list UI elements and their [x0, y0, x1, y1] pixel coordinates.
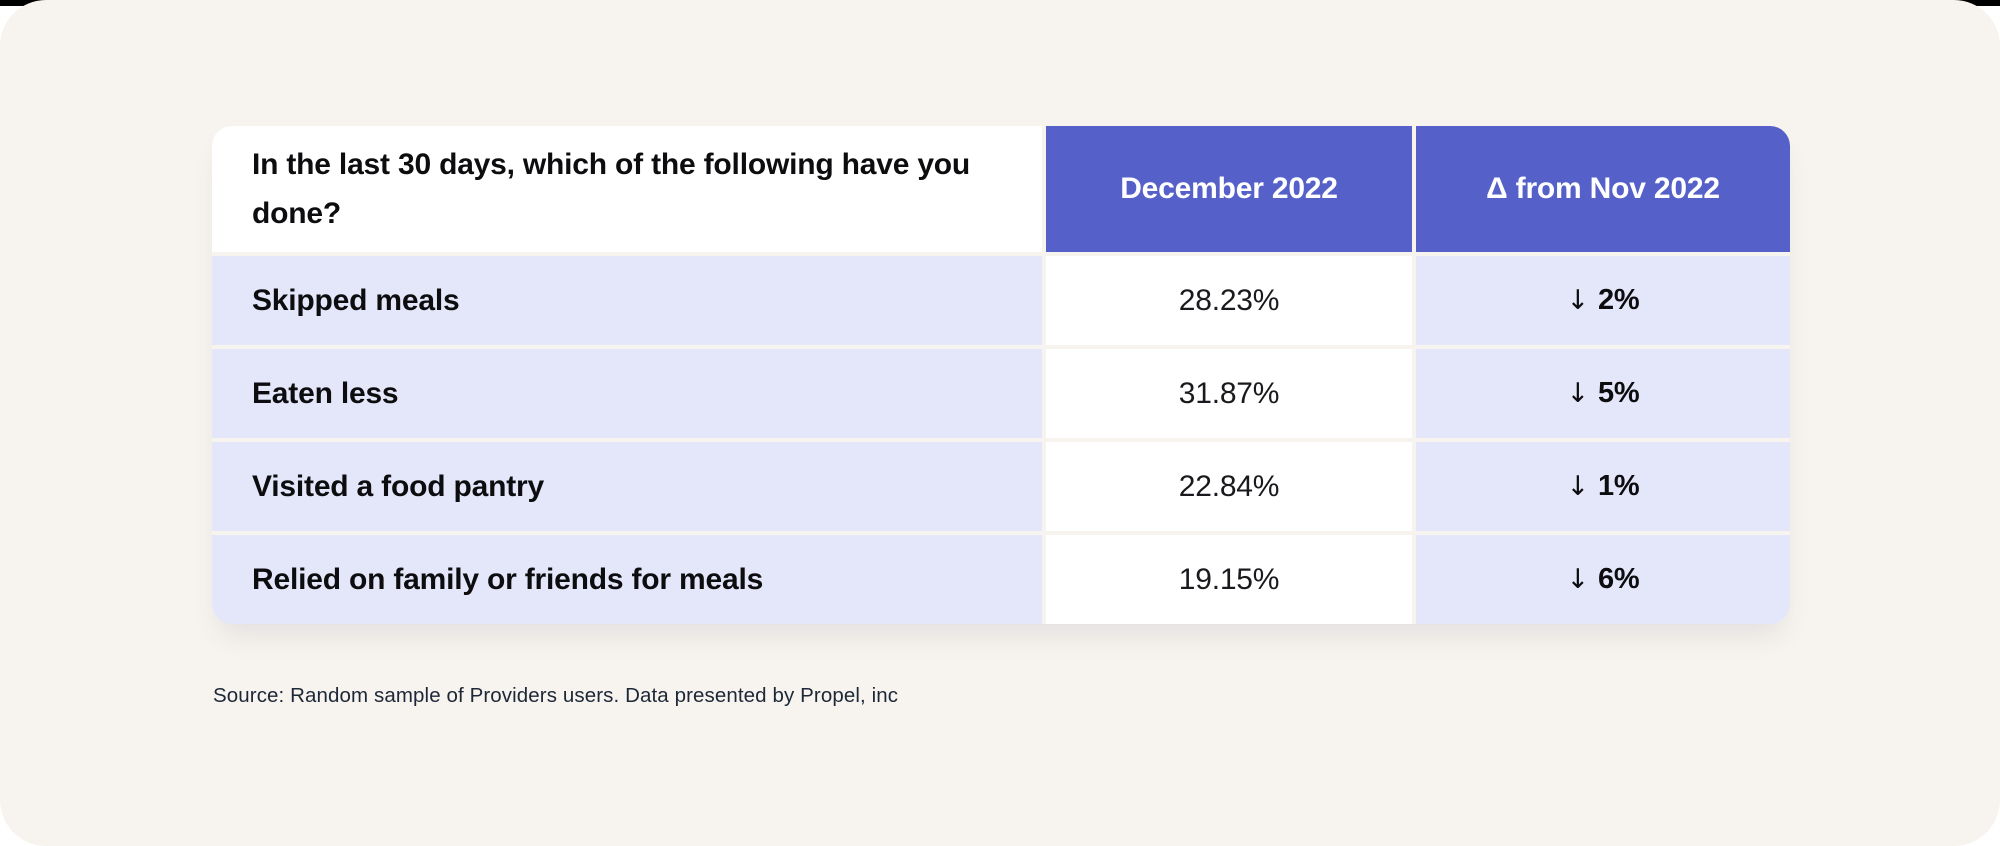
delta-amount: 2%	[1597, 284, 1640, 316]
column-header-delta: Δ from Nov 2022	[1416, 126, 1790, 252]
december-value: 31.87%	[1046, 349, 1412, 438]
delta-amount: 6%	[1597, 563, 1640, 595]
down-arrow-icon: ↓	[1566, 285, 1590, 316]
down-arrow-icon: ↓	[1566, 471, 1590, 502]
december-value: 19.15%	[1046, 535, 1412, 624]
source-note: Source: Random sample of Providers users…	[213, 684, 899, 707]
december-value: 28.23%	[1046, 256, 1412, 345]
delta-value: ↓ 1%	[1416, 442, 1790, 531]
december-value: 22.84%	[1046, 442, 1412, 531]
down-arrow-icon: ↓	[1566, 378, 1590, 409]
row-label-skipped-meals: Skipped meals	[212, 256, 1042, 345]
delta-amount: 5%	[1597, 377, 1640, 409]
delta-amount: 1%	[1597, 470, 1640, 502]
survey-results-table: In the last 30 days, which of the follow…	[212, 126, 1790, 624]
row-label-relied-on-family: Relied on family or friends for meals	[212, 535, 1042, 624]
row-label-visited-food-pantry: Visited a food pantry	[212, 442, 1042, 531]
column-header-december: December 2022	[1046, 126, 1412, 252]
row-label-eaten-less: Eaten less	[212, 349, 1042, 438]
delta-value: ↓ 5%	[1416, 349, 1790, 438]
down-arrow-icon: ↓	[1566, 564, 1590, 595]
delta-value: ↓ 2%	[1416, 256, 1790, 345]
question-header-cell: In the last 30 days, which of the follow…	[212, 126, 1042, 252]
delta-value: ↓ 6%	[1416, 535, 1790, 624]
